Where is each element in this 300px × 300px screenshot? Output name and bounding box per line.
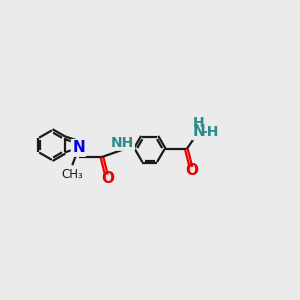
Text: O: O xyxy=(101,171,114,186)
Text: NH: NH xyxy=(111,136,134,150)
Text: N: N xyxy=(72,140,85,155)
Text: CH₃: CH₃ xyxy=(61,168,83,181)
Text: N: N xyxy=(193,124,205,140)
Text: H: H xyxy=(193,116,205,130)
Text: -H: -H xyxy=(201,125,219,139)
Text: O: O xyxy=(186,163,199,178)
